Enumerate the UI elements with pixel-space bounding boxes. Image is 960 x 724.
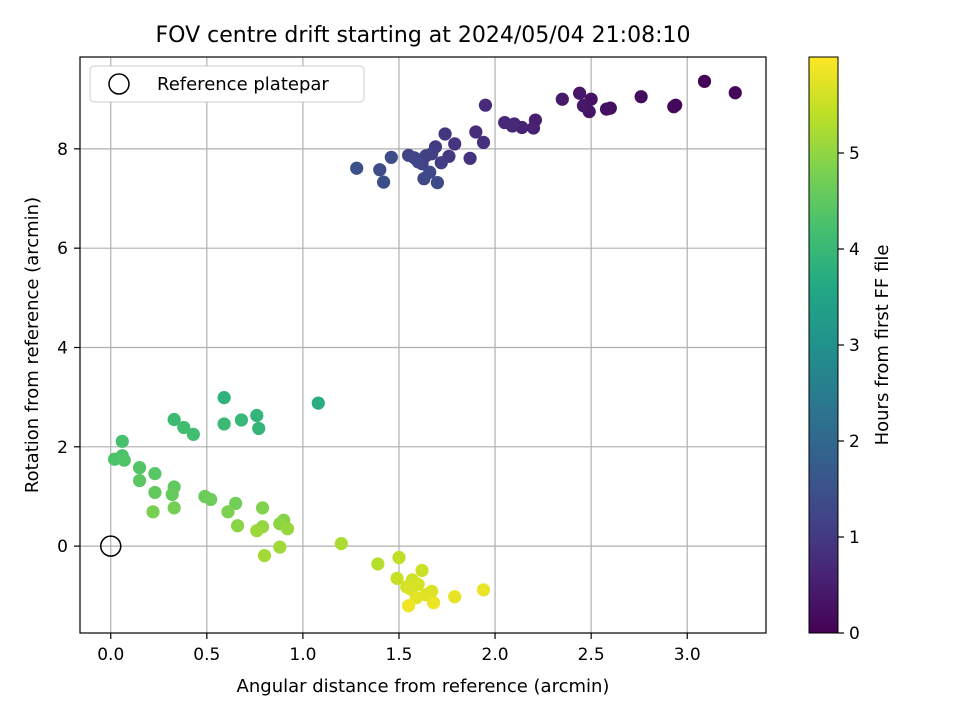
colorbar-label: Hours from first FF file <box>872 245 893 446</box>
data-point <box>469 125 483 139</box>
legend-box <box>89 65 365 103</box>
x-axis-ticks: 0.0 0.5 1.0 1.5 2.0 2.5 3.0 <box>97 633 701 665</box>
x-tick-label: 2.5 <box>578 645 605 665</box>
y-tick-label: 2 <box>57 438 68 458</box>
y-axis-label: Rotation from reference (arcmin) <box>22 197 43 493</box>
data-point <box>177 420 191 435</box>
x-tick-label: 1.5 <box>385 645 412 665</box>
reference-platepar-marker <box>99 535 122 557</box>
data-point <box>117 453 131 467</box>
data-point <box>384 150 398 164</box>
plot-frame <box>79 56 767 634</box>
colorbar: 0 1 2 3 4 5 Hours from first FF file <box>808 56 893 644</box>
x-axis-label: Angular distance from reference (arcmin) <box>237 676 610 697</box>
data-point <box>434 156 448 170</box>
colorbar-tick-label: 1 <box>849 528 860 548</box>
data-point <box>217 391 231 405</box>
colorbar-ticks: 0 1 2 3 4 5 <box>838 144 860 644</box>
data-point <box>505 119 519 133</box>
data-point <box>148 467 162 481</box>
data-point <box>438 127 452 141</box>
colorbar-tick-label: 3 <box>849 336 860 356</box>
data-point <box>221 505 235 519</box>
colorbar-tick-label: 0 <box>849 624 860 644</box>
y-tick-label: 4 <box>57 338 68 358</box>
data-point <box>448 137 462 151</box>
data-point <box>555 92 569 106</box>
data-point <box>234 413 249 427</box>
data-point <box>132 461 147 475</box>
data-point <box>478 98 493 112</box>
data-point <box>204 492 218 507</box>
chart-title: FOV centre drift starting at 2024/05/04 … <box>156 23 691 48</box>
data-point <box>417 172 431 186</box>
data-point <box>229 496 243 510</box>
colorbar-tick-label: 2 <box>849 432 860 452</box>
data-point <box>415 563 429 578</box>
data-point <box>463 151 477 165</box>
data-point <box>252 421 266 436</box>
data-point <box>448 590 462 604</box>
data-point <box>728 86 742 100</box>
y-tick-label: 0 <box>57 537 68 557</box>
grid <box>80 57 766 633</box>
reference-layer <box>99 535 122 557</box>
data-point <box>371 557 385 571</box>
data-point <box>411 155 425 169</box>
x-tick-label: 1.0 <box>289 645 316 665</box>
data-point <box>132 473 147 488</box>
y-tick-label: 8 <box>57 140 68 160</box>
data-points <box>107 74 742 613</box>
colorbar-tick-label: 5 <box>849 144 860 164</box>
y-tick-label: 6 <box>57 239 68 259</box>
data-point <box>230 519 245 533</box>
data-point <box>148 485 162 500</box>
data-point <box>634 90 648 104</box>
data-point <box>280 522 295 536</box>
colorbar-tick-label: 4 <box>849 240 860 260</box>
x-tick-label: 0.0 <box>97 645 124 665</box>
legend-marker-reference <box>108 73 130 95</box>
data-point <box>667 100 681 114</box>
data-point <box>257 548 272 563</box>
data-point <box>390 571 404 585</box>
data-point <box>255 501 270 515</box>
data-point <box>373 163 387 177</box>
data-point <box>186 427 200 441</box>
data-point <box>311 396 325 410</box>
x-tick-label: 2.0 <box>482 645 509 665</box>
data-point <box>250 408 264 423</box>
data-point <box>573 86 587 100</box>
x-tick-label: 0.5 <box>193 645 220 665</box>
data-point <box>526 121 541 135</box>
data-point <box>697 74 712 88</box>
data-point <box>426 596 441 610</box>
data-point <box>401 148 416 162</box>
colorbar-gradient <box>808 56 839 634</box>
data-point <box>250 524 264 538</box>
data-point <box>430 176 445 190</box>
y-axis-ticks: 0 2 4 6 8 <box>57 140 80 557</box>
legend-label-reference: Reference platepar <box>157 74 329 95</box>
legend: Reference platepar <box>89 65 365 103</box>
data-point <box>115 434 129 448</box>
data-point <box>217 417 231 431</box>
data-point <box>146 505 160 519</box>
data-point <box>165 487 179 502</box>
data-point <box>599 102 614 116</box>
data-point <box>167 501 181 515</box>
x-tick-label: 3.0 <box>674 645 701 665</box>
data-point <box>476 135 491 150</box>
data-point <box>377 175 391 189</box>
data-point <box>476 583 491 597</box>
data-point <box>334 537 348 551</box>
data-point <box>350 161 364 175</box>
data-point <box>167 412 181 427</box>
data-point <box>107 452 122 466</box>
data-point <box>576 99 591 113</box>
data-point <box>273 540 287 554</box>
data-point <box>392 550 406 565</box>
data-point <box>401 599 416 613</box>
